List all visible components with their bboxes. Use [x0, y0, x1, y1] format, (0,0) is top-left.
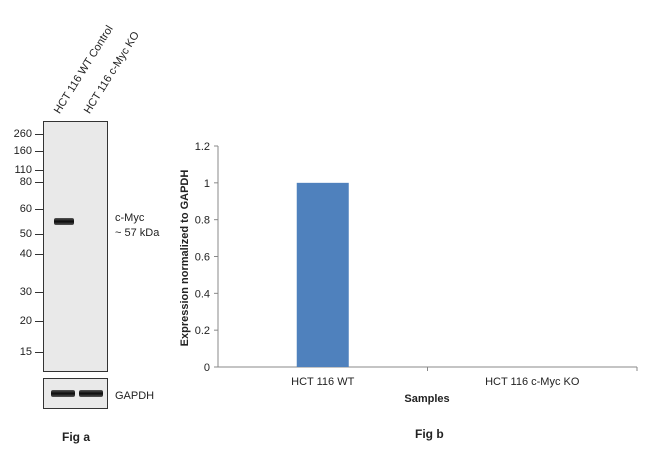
y-tick-label: 0.4: [195, 288, 210, 300]
fig-b-caption: Fig b: [415, 427, 444, 441]
y-tick-label: 1: [204, 178, 210, 190]
x-tick-label: HCT 116 WT: [291, 376, 354, 388]
x-tick-label: HCT 116 c-Myc KO: [485, 376, 580, 388]
mw-marker: 260: [13, 128, 32, 140]
mw-marker: 60: [19, 203, 32, 215]
x-axis-label: Samples: [404, 393, 449, 405]
chart-axes: [217, 146, 637, 368]
chart-x-ticks: HCT 116 WT HCT 116 c-Myc KO: [291, 367, 638, 388]
mw-marker: 80: [19, 176, 32, 188]
mw-marker: 15: [19, 346, 32, 358]
gapdh-blot: [43, 378, 108, 409]
chart-y-ticks: 0 0.2 0.4 0.6 0.8 1 1.2: [195, 141, 218, 374]
mw-tick: [35, 254, 43, 255]
mw-tick: [35, 134, 43, 135]
y-tick-label: 0.2: [195, 325, 210, 337]
mw-tick: [35, 352, 43, 353]
mw-tick: [35, 234, 43, 235]
mw-tick: [35, 151, 43, 152]
blot-membrane: [43, 121, 108, 372]
y-tick-label: 0.8: [195, 215, 210, 227]
chart-bars: [296, 182, 349, 367]
loading-control-label: GAPDH: [115, 390, 155, 402]
mw-marker: 160: [13, 145, 32, 157]
fig-a-caption: Fig a: [62, 430, 91, 444]
mw-tick: [35, 182, 43, 183]
mw-tick: [35, 209, 43, 210]
mw-marker: 50: [19, 228, 32, 240]
cmyc-band-wt: [54, 218, 74, 225]
mw-marker: 40: [19, 248, 32, 260]
mw-marker: 20: [19, 315, 32, 327]
mw-tick: [35, 170, 43, 171]
mw-tick: [35, 292, 43, 293]
mw-marker: 110: [14, 164, 32, 176]
target-size: ~ 57 kDa: [115, 227, 160, 239]
y-tick-label: 0.6: [195, 252, 210, 264]
y-tick-label: 1.2: [195, 141, 210, 153]
mw-tick: [35, 321, 43, 322]
target-label: c-Myc: [115, 212, 145, 224]
bar: [296, 182, 349, 367]
gapdh-band-wt: [51, 390, 75, 397]
y-axis-label: Expression normalized to GAPDH: [179, 170, 191, 347]
y-tick-label: 0: [204, 362, 210, 374]
mw-marker: 30: [19, 286, 32, 298]
gapdh-band-ko: [79, 390, 103, 397]
